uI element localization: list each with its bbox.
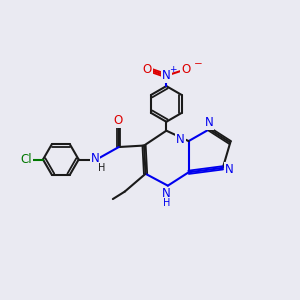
Text: N: N: [162, 69, 171, 82]
Text: +: +: [169, 65, 177, 74]
Text: O: O: [143, 63, 152, 76]
Text: N: N: [91, 152, 99, 165]
Text: O: O: [181, 63, 190, 76]
Text: H: H: [163, 199, 170, 208]
Text: N: N: [225, 163, 234, 176]
Text: −: −: [194, 59, 203, 69]
Text: N: N: [176, 133, 185, 146]
Text: Cl: Cl: [20, 153, 32, 166]
Text: N: N: [162, 188, 171, 200]
Text: H: H: [98, 164, 106, 173]
Text: O: O: [113, 114, 122, 127]
Text: N: N: [205, 116, 213, 129]
